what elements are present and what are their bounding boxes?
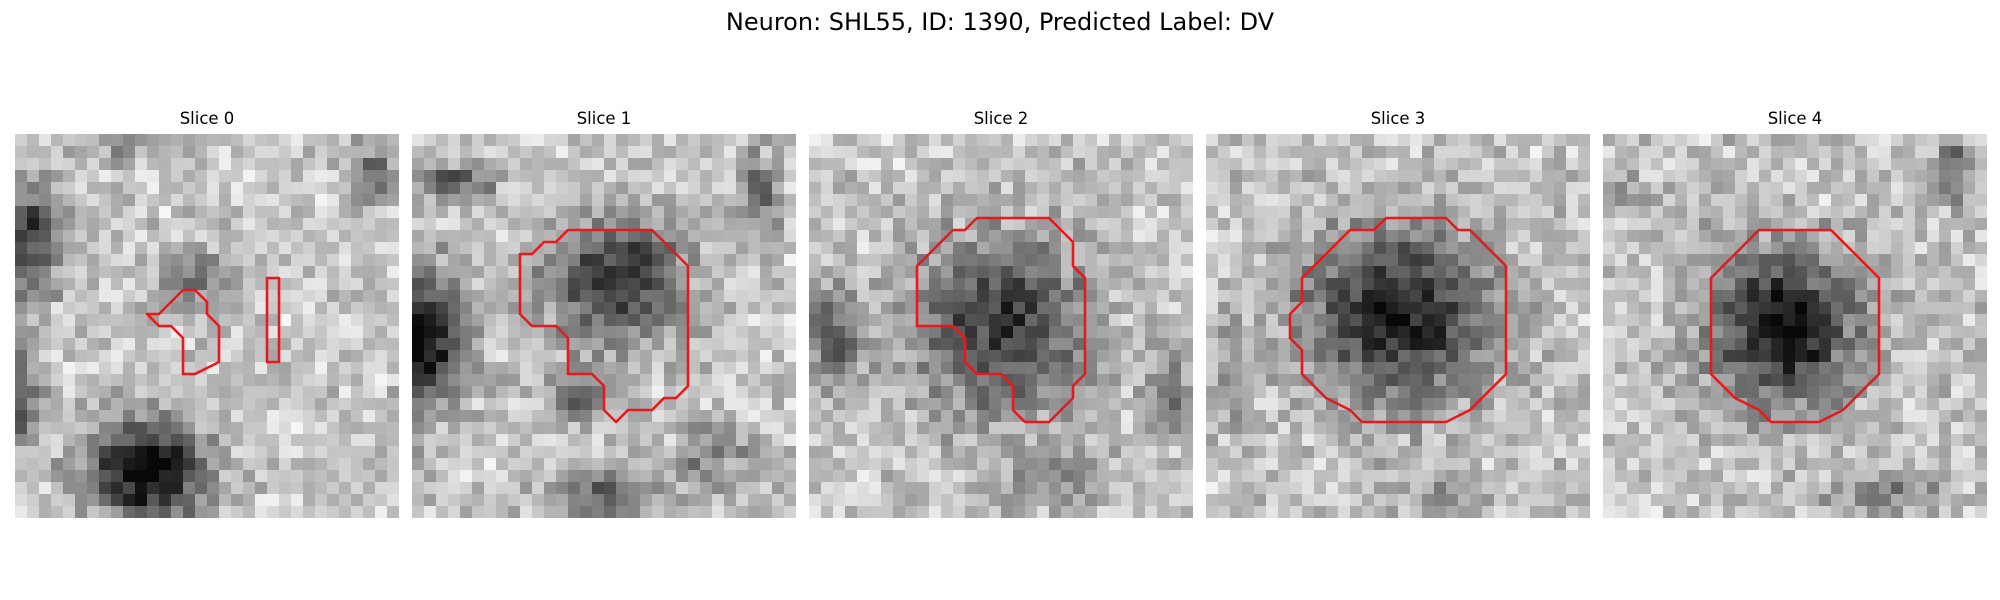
slice-panel-1: Slice 1	[412, 108, 796, 518]
slice-image	[1206, 134, 1590, 518]
slice-image	[1603, 134, 1987, 518]
slice-panel-3: Slice 3	[1206, 108, 1590, 518]
slice-panel-4: Slice 4	[1603, 108, 1987, 518]
roi-contour	[1288, 216, 1508, 424]
roi-contour	[915, 216, 1087, 424]
slice-title: Slice 3	[1370, 109, 1426, 128]
slice-title: Slice 2	[973, 109, 1029, 128]
figure-title: Neuron: SHL55, ID: 1390, Predicted Label…	[725, 8, 1275, 36]
slice-panel-0: Slice 0	[15, 108, 399, 518]
slice-image	[412, 134, 796, 518]
slice-image	[15, 134, 399, 518]
slice-image	[809, 134, 1193, 518]
slice-panel-2: Slice 2	[809, 108, 1193, 518]
roi-contour	[1709, 228, 1881, 424]
roi-contour	[518, 228, 690, 424]
slice-title: Slice 4	[1767, 109, 1823, 128]
roi-contour	[265, 276, 281, 364]
slice-title: Slice 1	[576, 109, 632, 128]
slice-title: Slice 0	[179, 109, 235, 128]
roi-contour	[145, 288, 221, 376]
